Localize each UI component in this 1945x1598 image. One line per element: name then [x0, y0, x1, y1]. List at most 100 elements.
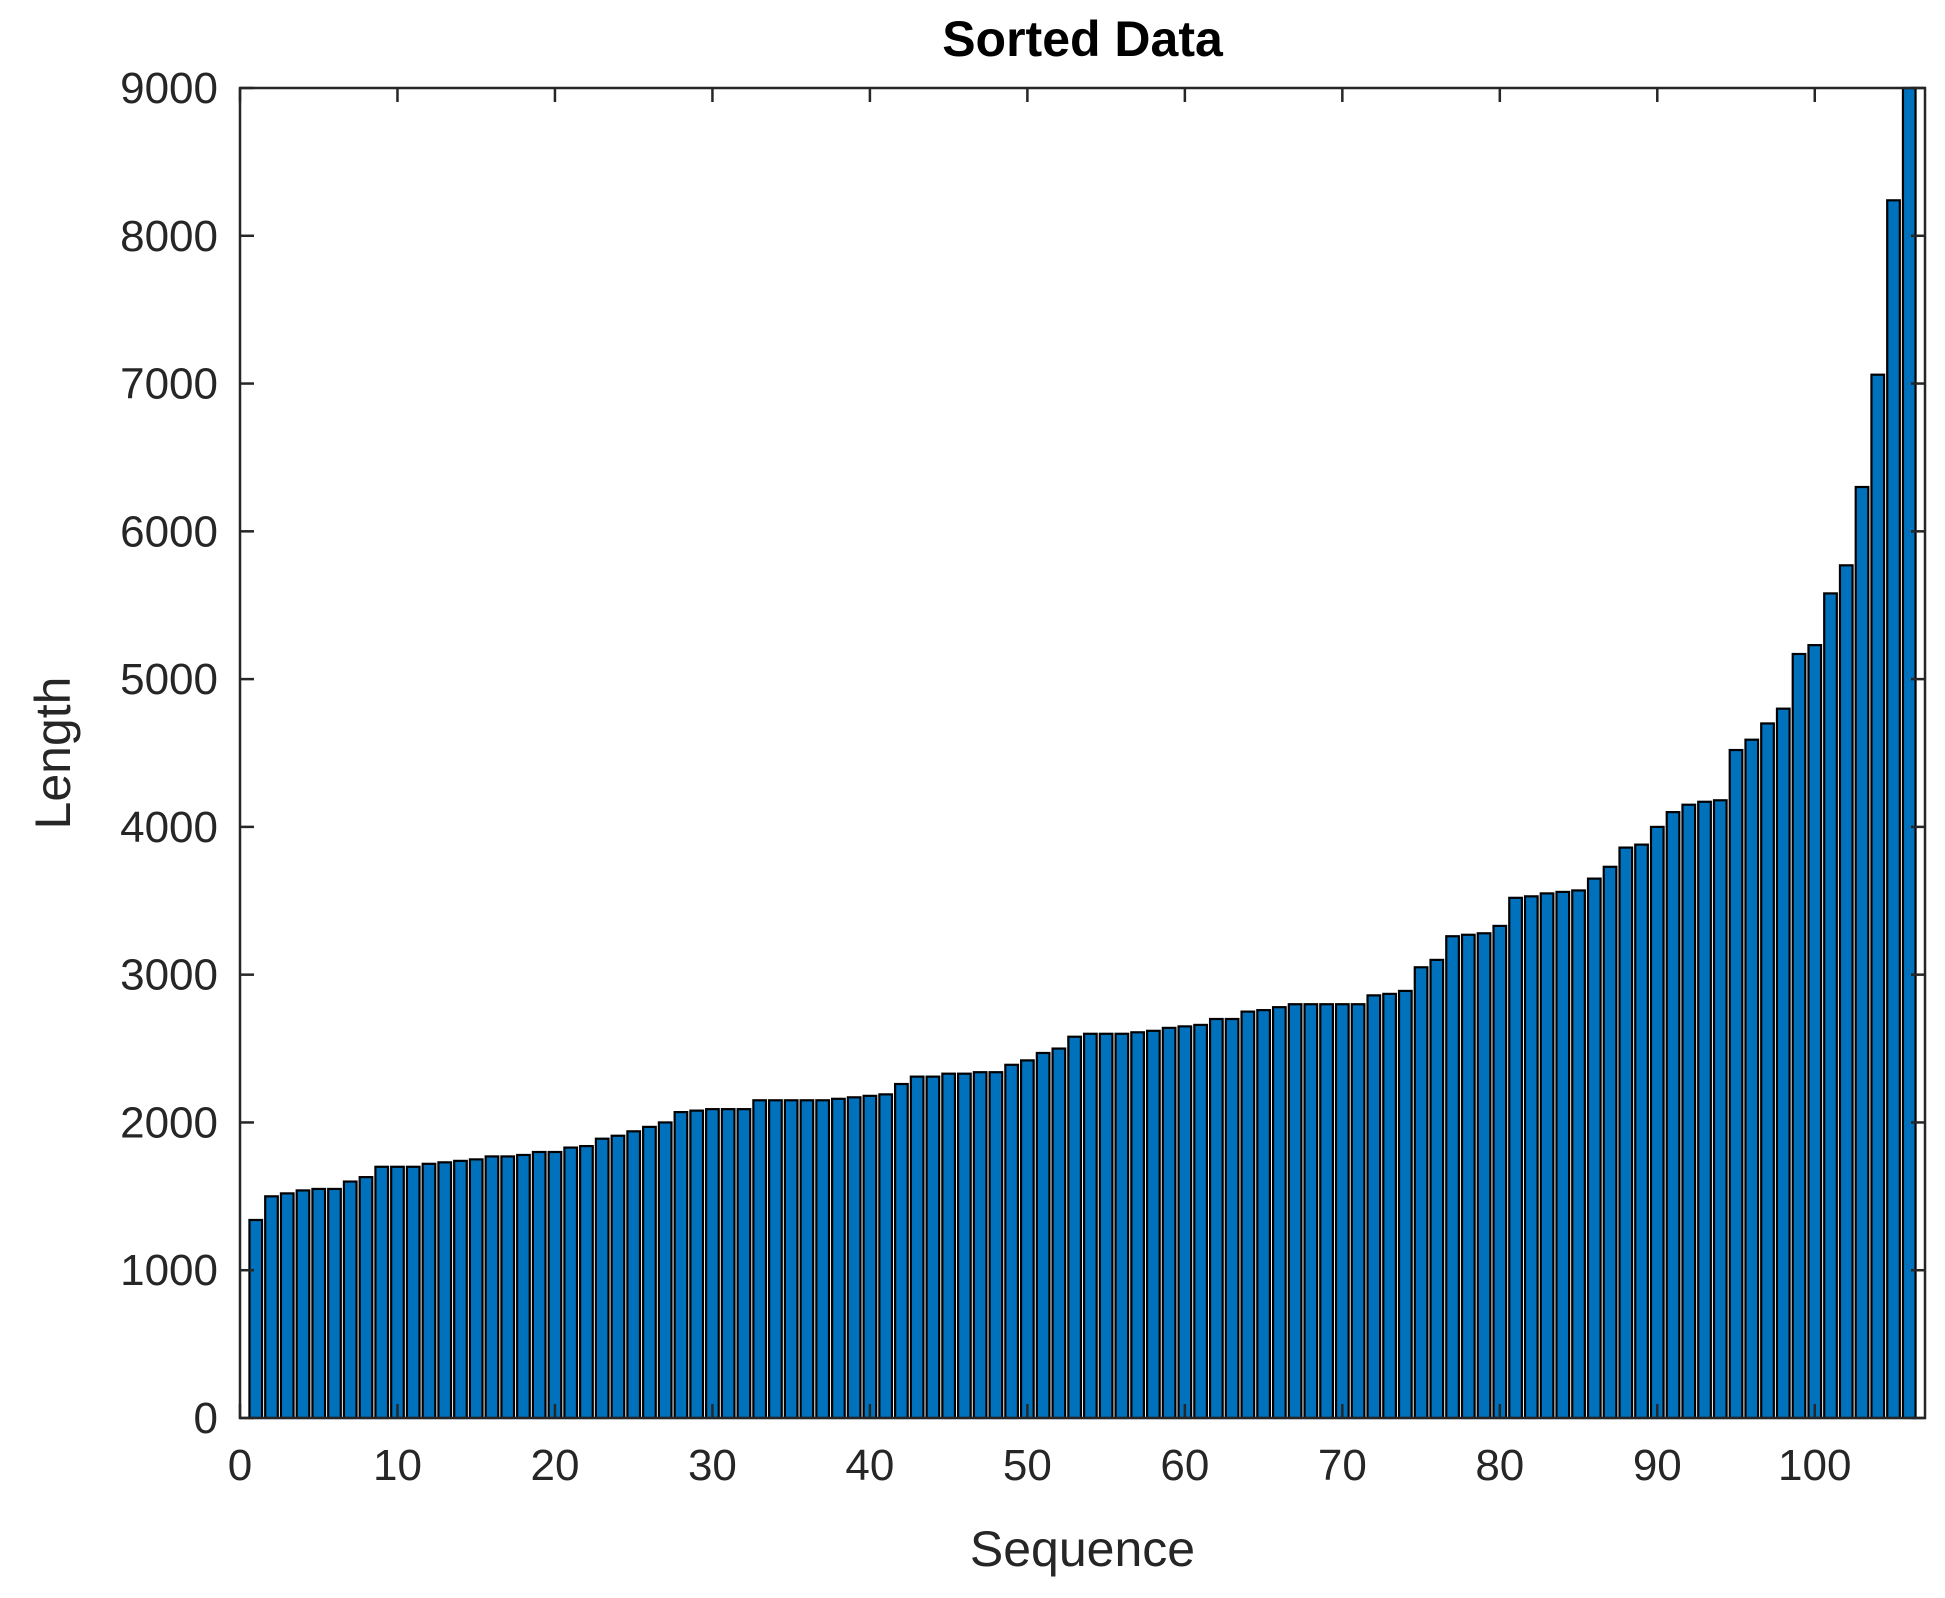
bar [1901, 86, 1917, 1420]
x-tick-label: 30 [688, 1441, 737, 1490]
bar [1193, 1023, 1209, 1420]
bar [374, 1165, 390, 1420]
y-tick-label: 8000 [120, 212, 218, 261]
bar [1508, 896, 1523, 1420]
bar [358, 1176, 374, 1420]
bar [1697, 800, 1712, 1420]
axes-group: 0 10 20 30 40 50 60 70 80 90 100010002000300040005… [120, 64, 1927, 1490]
bar [972, 1071, 988, 1420]
bar [327, 1187, 342, 1420]
bar [1712, 799, 1728, 1420]
bar [689, 1109, 705, 1420]
x-tick-label: 40 [845, 1441, 894, 1490]
bar [1492, 924, 1508, 1420]
bar [1082, 1032, 1098, 1420]
bar [1476, 932, 1492, 1420]
bar [484, 1155, 500, 1420]
bar [1807, 644, 1823, 1420]
bar [547, 1150, 563, 1420]
bar [673, 1110, 689, 1420]
y-tick-label: 5000 [120, 655, 218, 704]
bar [1523, 895, 1539, 1420]
bar [1728, 748, 1744, 1420]
bar [1271, 1006, 1287, 1420]
y-tick-label: 2000 [120, 1098, 218, 1147]
bar [642, 1125, 657, 1420]
bar [657, 1121, 673, 1420]
bar [1224, 1017, 1240, 1420]
bar [1130, 1031, 1146, 1420]
bar [264, 1195, 279, 1420]
bar [1145, 1029, 1161, 1420]
y-tick-label: 7000 [120, 360, 218, 409]
bar [1256, 1009, 1272, 1420]
bar [1019, 1059, 1035, 1420]
axes-box [238, 86, 1927, 1420]
x-tick-label: 70 [1318, 1441, 1367, 1490]
bar [311, 1187, 327, 1420]
bar [925, 1075, 941, 1420]
bar [1870, 373, 1886, 1420]
bar [956, 1072, 972, 1420]
bar [342, 1180, 358, 1420]
bar [799, 1099, 815, 1420]
bar [1067, 1035, 1083, 1420]
bar [1460, 933, 1476, 1420]
bar [563, 1146, 579, 1420]
x-tick-label: 60 [1160, 1441, 1209, 1490]
bar [1177, 1025, 1193, 1420]
bar [1397, 989, 1413, 1420]
bar [437, 1161, 453, 1420]
bar [988, 1071, 1004, 1420]
bar [1382, 992, 1397, 1420]
bar [1114, 1032, 1130, 1420]
bar [768, 1099, 783, 1420]
bar [531, 1150, 547, 1420]
bar [516, 1153, 531, 1420]
x-tick-label: 100 [1778, 1441, 1851, 1490]
y-tick-label: 4000 [120, 803, 218, 852]
bar [1665, 811, 1681, 1420]
bar [1775, 707, 1791, 1420]
x-tick-label: 50 [1003, 1441, 1052, 1490]
bar [1838, 564, 1854, 1420]
bar [1240, 1010, 1256, 1420]
bar [1586, 877, 1602, 1420]
y-tick-label: 0 [194, 1394, 218, 1443]
bar [736, 1108, 752, 1420]
bar [390, 1165, 405, 1420]
y-tick-label: 6000 [120, 507, 218, 556]
bar [1634, 843, 1649, 1420]
bar [1649, 825, 1665, 1420]
bar [815, 1099, 831, 1420]
bar [1744, 738, 1760, 1420]
x-tick-label: 10 [373, 1441, 422, 1490]
bar [1334, 1003, 1350, 1420]
x-axis-label: Sequence [970, 1521, 1195, 1577]
bar [1602, 865, 1618, 1420]
bar [1539, 892, 1555, 1420]
bar [1413, 966, 1429, 1420]
bar [453, 1159, 468, 1420]
bar [1681, 803, 1697, 1420]
bar [1208, 1017, 1224, 1420]
bar [248, 1218, 264, 1420]
bar [1051, 1047, 1067, 1420]
y-axis-label: Length [25, 677, 81, 830]
x-tick-label: 20 [530, 1441, 579, 1490]
bar [405, 1165, 421, 1420]
bar [1366, 994, 1382, 1420]
bar [421, 1162, 437, 1420]
bar [1445, 935, 1460, 1420]
bar [500, 1155, 516, 1420]
bar [878, 1093, 894, 1420]
y-tick-label: 3000 [120, 951, 218, 1000]
x-tick-label: 90 [1633, 1441, 1682, 1490]
bar [1854, 485, 1870, 1420]
bar [1161, 1026, 1177, 1420]
bar [1319, 1003, 1334, 1420]
bar [846, 1096, 862, 1420]
bar [941, 1072, 957, 1420]
bar [705, 1108, 720, 1420]
